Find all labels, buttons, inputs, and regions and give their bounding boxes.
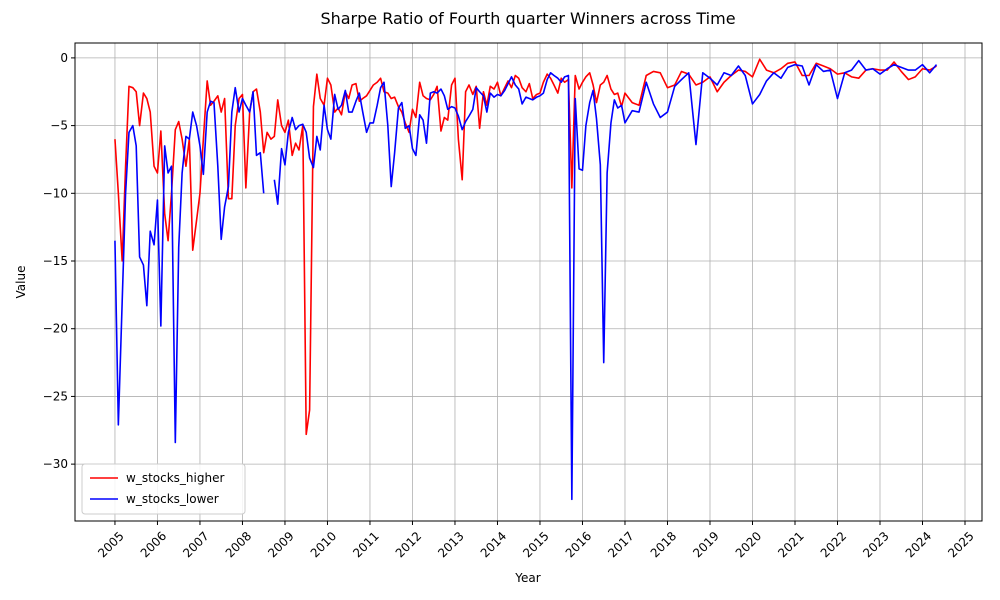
chart-title: Sharpe Ratio of Fourth quarter Winners a… [320, 9, 735, 28]
y-tick-label: −15 [43, 254, 68, 268]
legend: w_stocks_higher w_stocks_lower [81, 463, 246, 515]
y-tick-label: −10 [43, 186, 68, 200]
data-line [114, 59, 938, 501]
y-tick-label: −25 [43, 389, 68, 403]
legend-label: w_stocks_higher [126, 471, 224, 485]
y-axis-label: Value [14, 266, 28, 299]
data-line [114, 58, 937, 436]
y-tick-label: 0 [60, 51, 68, 65]
x-axis-label: Year [514, 571, 540, 585]
y-tick-label: −5 [50, 119, 68, 133]
y-tick-label: −20 [43, 322, 68, 336]
plot-frame [74, 42, 983, 522]
legend-label: w_stocks_lower [126, 492, 219, 506]
legend-box [81, 463, 246, 515]
y-tick-label: −30 [43, 457, 68, 471]
